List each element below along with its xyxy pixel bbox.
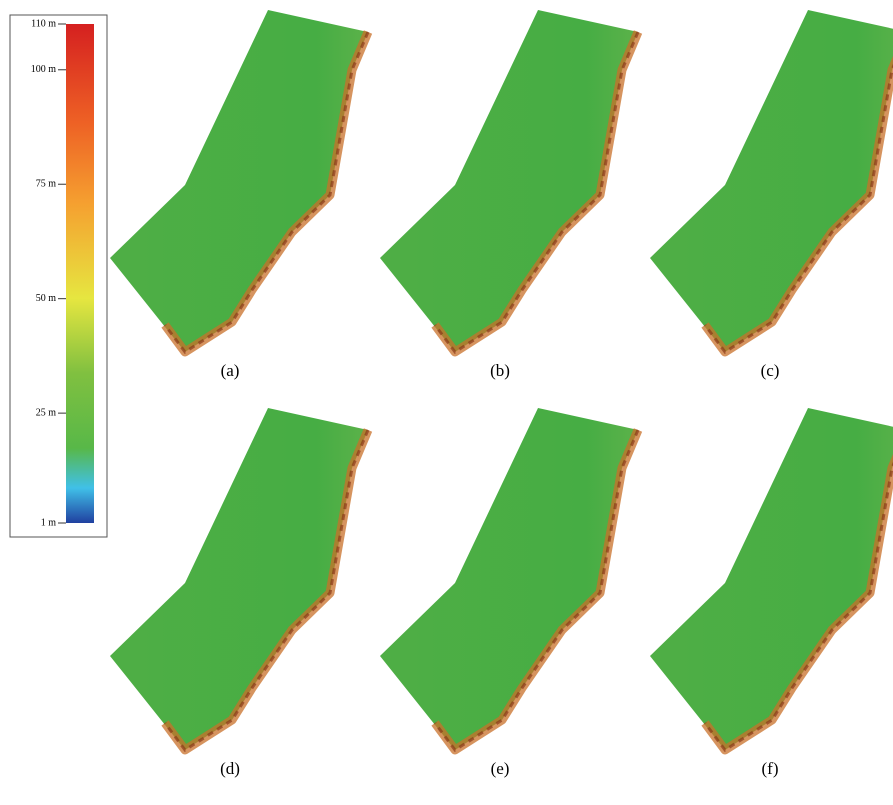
tick-label: 1 m	[41, 517, 57, 528]
tick-label: 100 m	[31, 64, 57, 75]
terrain-map	[650, 408, 893, 750]
figure: 110 m 100 m 75 m 50 m 25 m 1 m (a) (b) (c) (d) (e…	[0, 0, 893, 805]
terrain-map	[650, 10, 893, 352]
panel-label: (b)	[490, 361, 510, 380]
colorbar	[66, 24, 94, 523]
tick-label: 75 m	[36, 179, 57, 190]
panel-label: (a)	[221, 361, 240, 380]
tick-label: 25 m	[36, 407, 57, 418]
tick-label: 50 m	[36, 293, 57, 304]
panel-label: (d)	[220, 759, 240, 778]
tick-label: 110 m	[31, 18, 56, 29]
panel-label: (e)	[491, 759, 510, 778]
panel-label: (f)	[762, 759, 779, 778]
panel-label: (c)	[761, 361, 780, 380]
